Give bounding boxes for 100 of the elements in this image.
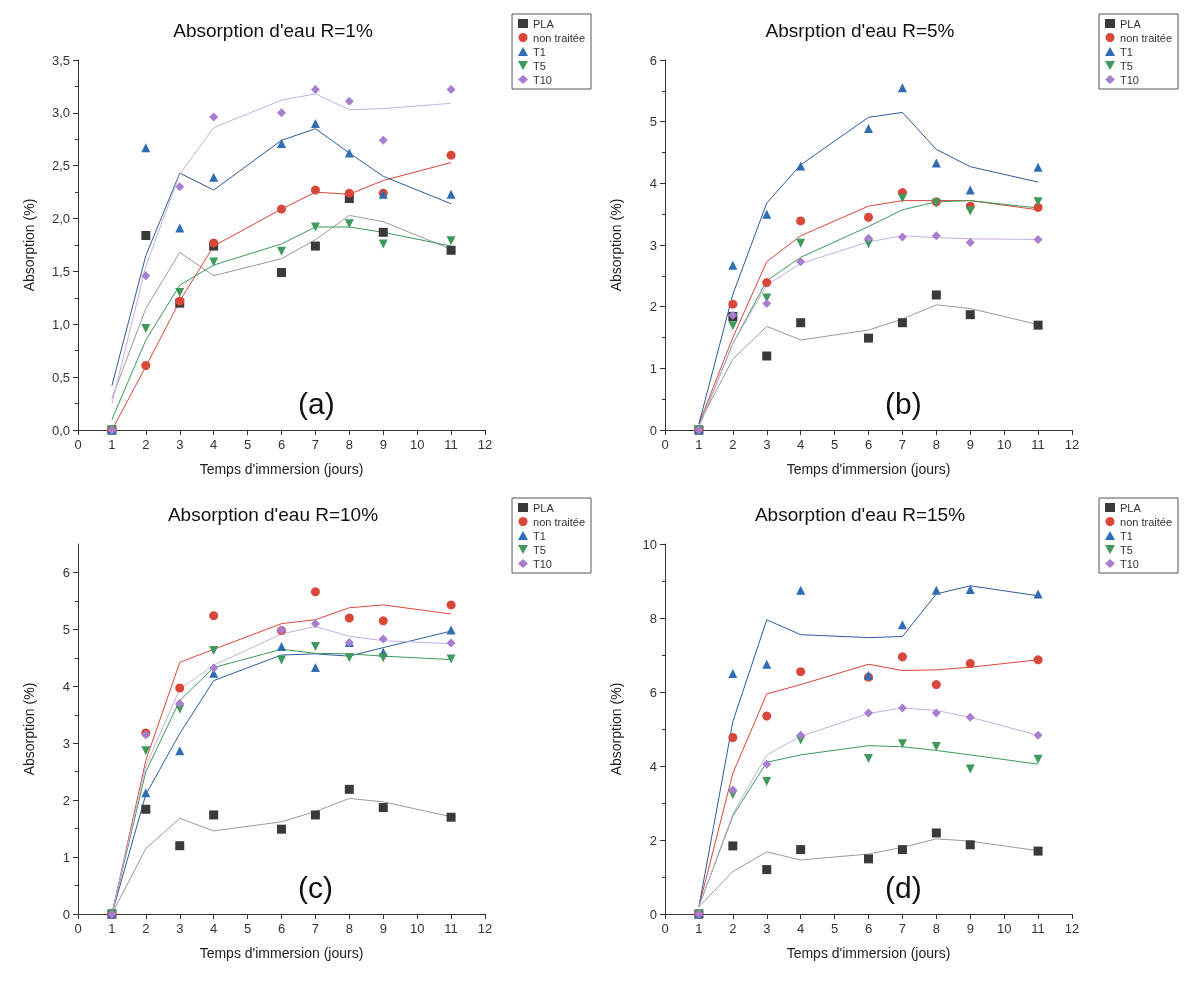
y-tick-label: 3 bbox=[62, 735, 70, 751]
x-tick-label: 2 bbox=[142, 921, 150, 936]
x-tick-label: 9 bbox=[966, 437, 974, 452]
y-tick-label: 0 bbox=[649, 906, 657, 922]
x-tick-label: 12 bbox=[477, 921, 493, 936]
legend-label: T5 bbox=[533, 543, 546, 556]
x-tick-label: 2 bbox=[729, 437, 737, 452]
x-tick-label: 8 bbox=[932, 921, 940, 936]
x-tick-label: 8 bbox=[932, 437, 940, 452]
x-tick-label: 12 bbox=[477, 437, 493, 452]
y-tick-label: 2,0 bbox=[51, 211, 70, 227]
y-tick-label: 3,0 bbox=[51, 105, 70, 121]
x-tick-label: 1 bbox=[695, 437, 703, 452]
x-tick-label: 5 bbox=[243, 921, 252, 936]
x-tick-label: 4 bbox=[797, 921, 805, 936]
x-tick-label: 11 bbox=[444, 437, 458, 452]
x-tick-label: 3 bbox=[176, 437, 184, 452]
x-tick-label: 8 bbox=[345, 921, 353, 936]
legend-label: T10 bbox=[533, 73, 552, 86]
y-tick-label: 8 bbox=[649, 610, 657, 626]
legend-label: PLA bbox=[1120, 501, 1142, 514]
x-tick-label: 9 bbox=[379, 921, 387, 936]
legend-label: non traitée bbox=[1120, 515, 1172, 528]
x-tick-label: 10 bbox=[996, 921, 1012, 936]
y-tick-label: 3 bbox=[649, 237, 657, 253]
x-tick-label: 4 bbox=[210, 921, 218, 936]
annotation: (d) bbox=[885, 870, 922, 904]
x-tick-label: 3 bbox=[763, 921, 771, 936]
chart-title: Absrption d'eau R=5% bbox=[765, 20, 955, 41]
x-tick-label: 1 bbox=[108, 437, 116, 452]
x-tick-label: 9 bbox=[379, 437, 387, 452]
x-tick-label: 7 bbox=[311, 921, 320, 936]
y-tick-label: 2 bbox=[649, 299, 657, 315]
x-tick-label: 2 bbox=[729, 921, 737, 936]
x-tick-label: 2 bbox=[142, 437, 150, 452]
x-tick-label: 5 bbox=[830, 921, 839, 936]
y-tick-label: 0,0 bbox=[51, 422, 70, 438]
y-tick-label: 1,5 bbox=[51, 263, 70, 279]
x-axis-title: Temps d'immersion (jours) bbox=[786, 945, 951, 961]
x-tick-label: 0 bbox=[74, 437, 82, 452]
x-tick-label: 10 bbox=[409, 437, 425, 452]
x-tick-label: 6 bbox=[864, 921, 873, 936]
legend-label: PLA bbox=[533, 501, 555, 514]
x-tick-label: 6 bbox=[277, 437, 286, 452]
x-tick-label: 7 bbox=[311, 437, 320, 452]
x-tick-label: 8 bbox=[345, 437, 353, 452]
x-tick-label: 7 bbox=[898, 921, 907, 936]
x-tick-label: 11 bbox=[1031, 437, 1045, 452]
x-tick-label: 4 bbox=[797, 437, 805, 452]
legend-label: T1 bbox=[1120, 529, 1133, 542]
y-tick-label: 4 bbox=[649, 175, 657, 191]
y-tick-label: 0,5 bbox=[51, 369, 70, 385]
y-axis-title: Absorption (%) bbox=[608, 198, 624, 292]
x-tick-label: 10 bbox=[409, 921, 425, 936]
legend-label: PLA bbox=[533, 17, 555, 30]
x-tick-label: 11 bbox=[1031, 921, 1045, 936]
y-tick-label: 2 bbox=[62, 792, 70, 808]
x-tick-label: 0 bbox=[661, 437, 669, 452]
annotation: (c) bbox=[298, 870, 333, 904]
y-tick-label: 4 bbox=[62, 678, 70, 694]
legend-label: T10 bbox=[533, 557, 552, 570]
x-tick-label: 1 bbox=[695, 921, 703, 936]
x-tick-label: 11 bbox=[444, 921, 458, 936]
chart-title: Absorption d'eau R=1% bbox=[173, 20, 373, 41]
chart-title: Absorption d'eau R=15% bbox=[754, 504, 966, 525]
y-axis-title: Absorption (%) bbox=[21, 198, 37, 292]
y-tick-label: 6 bbox=[62, 564, 70, 580]
legend-label: T1 bbox=[1120, 45, 1133, 58]
y-tick-label: 0 bbox=[649, 422, 657, 438]
y-tick-label: 5 bbox=[62, 621, 70, 637]
y-tick-label: 6 bbox=[649, 52, 657, 68]
x-tick-label: 10 bbox=[996, 437, 1012, 452]
y-tick-label: 2 bbox=[649, 832, 657, 848]
legend-label: T5 bbox=[1120, 59, 1133, 72]
y-tick-label: 3,5 bbox=[51, 52, 70, 68]
legend-label: T10 bbox=[1120, 557, 1139, 570]
x-tick-label: 7 bbox=[898, 437, 907, 452]
x-tick-label: 9 bbox=[966, 921, 974, 936]
x-tick-label: 12 bbox=[1064, 921, 1080, 936]
y-tick-label: 5 bbox=[649, 114, 657, 130]
y-tick-label: 6 bbox=[649, 684, 657, 700]
x-tick-label: 0 bbox=[661, 921, 669, 936]
legend-label: T10 bbox=[1120, 73, 1139, 86]
legend-label: T5 bbox=[533, 59, 546, 72]
x-tick-label: 3 bbox=[176, 921, 184, 936]
x-tick-label: 3 bbox=[763, 437, 771, 452]
annotation: (a) bbox=[298, 386, 335, 420]
x-axis-title: Temps d'immersion (jours) bbox=[199, 461, 364, 477]
y-tick-label: 1 bbox=[62, 849, 70, 865]
y-axis-title: Absorption (%) bbox=[21, 682, 37, 776]
x-tick-label: 6 bbox=[864, 437, 873, 452]
y-tick-label: 1 bbox=[649, 360, 657, 376]
legend-label: T1 bbox=[533, 45, 546, 58]
x-tick-label: 5 bbox=[243, 437, 252, 452]
y-axis-title: Absorption (%) bbox=[608, 682, 624, 776]
x-tick-label: 1 bbox=[108, 921, 116, 936]
y-tick-label: 4 bbox=[649, 758, 657, 774]
legend-label: non traitée bbox=[533, 31, 585, 44]
x-tick-label: 5 bbox=[830, 437, 839, 452]
y-tick-label: 2,5 bbox=[51, 158, 70, 174]
